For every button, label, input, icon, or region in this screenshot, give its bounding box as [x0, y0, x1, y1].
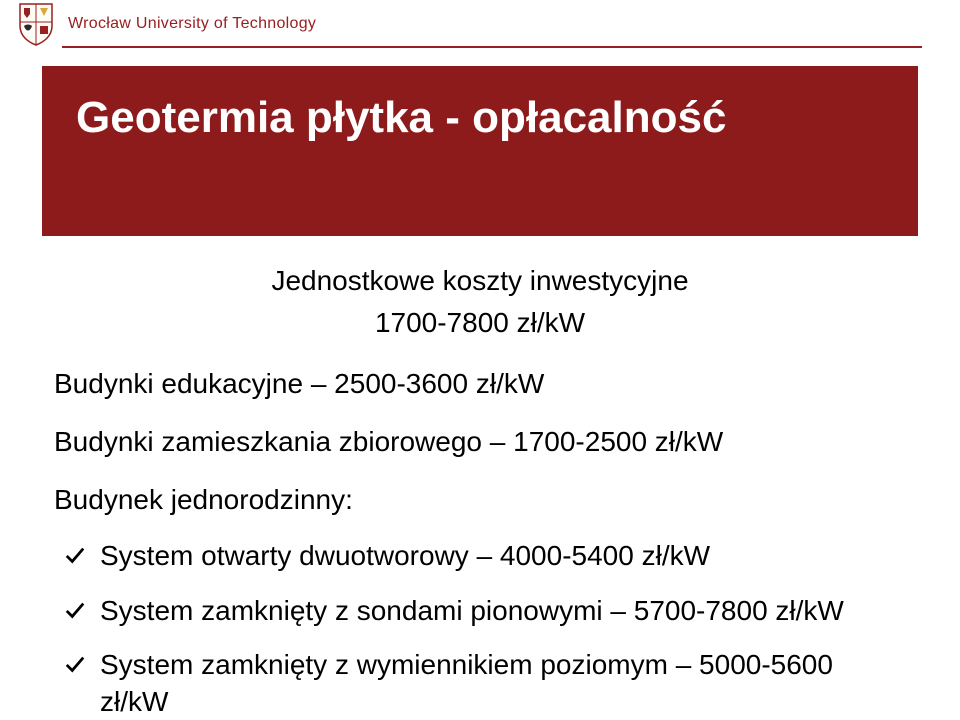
slide-title: Geotermia płytka - opłacalność — [76, 94, 726, 142]
header-bar: Wrocław University of Technology — [0, 0, 960, 48]
slide: Wrocław University of Technology Geoterm… — [0, 0, 960, 720]
shield-icon — [16, 2, 56, 46]
university-name: Wrocław University of Technology — [68, 15, 316, 33]
bullet-text: System zamknięty z wymiennikiem poziomym… — [100, 647, 906, 720]
body-range: 1700-7800 zł/kW — [54, 307, 906, 339]
bullet-list: System otwarty dwuotworowy – 4000-5400 z… — [64, 538, 906, 720]
list-item: System otwarty dwuotworowy – 4000-5400 z… — [64, 538, 906, 574]
bullet-text: System otwarty dwuotworowy – 4000-5400 z… — [100, 538, 710, 574]
title-block: Geotermia płytka - opłacalność — [42, 66, 918, 236]
body-heading: Jednostkowe koszty inwestycyjne — [54, 265, 906, 297]
body-line: Budynek jednorodzinny: — [54, 481, 906, 519]
university-logo — [14, 2, 58, 46]
body-line: Budynki zamieszkania zbiorowego – 1700-2… — [54, 423, 906, 461]
body-line: Budynki edukacyjne – 2500-3600 zł/kW — [54, 365, 906, 403]
list-item: System zamknięty z wymiennikiem poziomym… — [64, 647, 906, 720]
slide-body: Jednostkowe koszty inwestycyjne 1700-780… — [54, 265, 906, 720]
bullet-text: System zamknięty z sondami pionowymi – 5… — [100, 593, 844, 629]
list-item: System zamknięty z sondami pionowymi – 5… — [64, 593, 906, 629]
check-icon — [64, 544, 86, 566]
check-icon — [64, 599, 86, 621]
check-icon — [64, 653, 86, 675]
header-divider — [62, 46, 922, 48]
